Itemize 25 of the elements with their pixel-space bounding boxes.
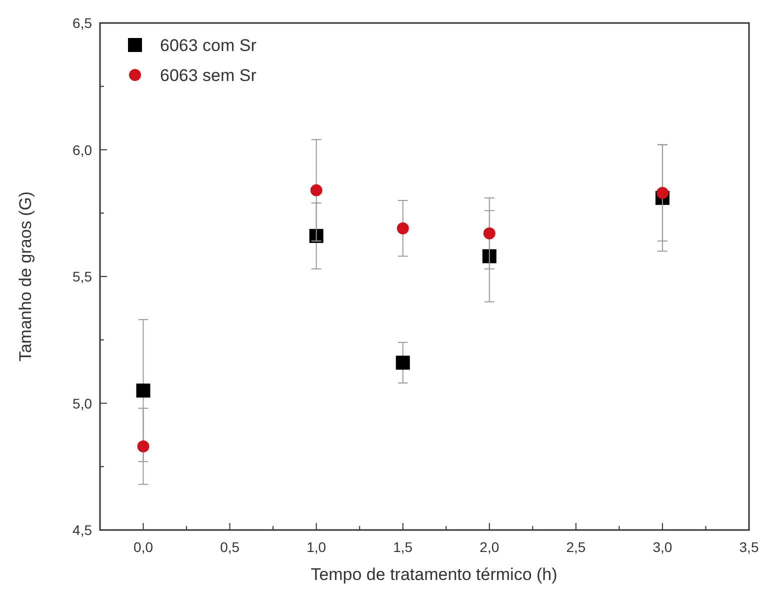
y-axis-title: Tamanho de graos (G) bbox=[16, 191, 35, 362]
y-tick-label: 6,5 bbox=[72, 15, 92, 31]
point bbox=[482, 249, 496, 264]
x-tick-label: 0,0 bbox=[134, 539, 154, 555]
x-tick-label: 3,5 bbox=[739, 539, 759, 555]
point bbox=[136, 384, 150, 398]
legend-label: 6063 sem Sr bbox=[160, 66, 257, 85]
x-axis-title: Tempo de tratamento térmico (h) bbox=[310, 565, 558, 584]
x-tick-label: 1,0 bbox=[306, 539, 326, 555]
y-tick-label: 6,0 bbox=[72, 142, 92, 158]
x-tick-label: 2,0 bbox=[480, 539, 500, 555]
point bbox=[310, 184, 322, 196]
point bbox=[396, 222, 409, 234]
x-tick-label: 0,5 bbox=[220, 539, 240, 555]
y-tick-label: 4,5 bbox=[72, 522, 92, 538]
point bbox=[483, 227, 496, 240]
point bbox=[656, 186, 668, 199]
point bbox=[396, 356, 410, 370]
point bbox=[137, 440, 150, 452]
x-tick-label: 3,0 bbox=[652, 539, 672, 555]
x-tick-label: 1,5 bbox=[393, 539, 413, 555]
y-tick-label: 5,5 bbox=[72, 268, 92, 284]
legend-label: 6063 com Sr bbox=[160, 36, 257, 55]
x-tick-label: 2,5 bbox=[566, 539, 586, 555]
y-tick-label: 5,0 bbox=[72, 395, 92, 412]
